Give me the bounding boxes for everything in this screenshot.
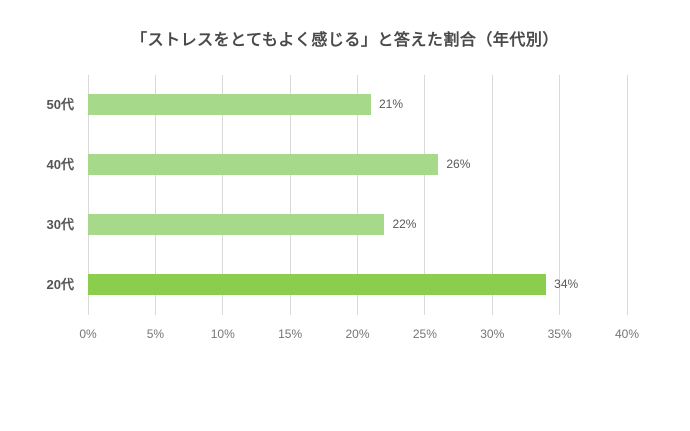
- value-label: 22%: [392, 217, 417, 231]
- x-tick-label: 35%: [547, 327, 572, 341]
- category-label: 30代: [46, 217, 74, 232]
- gridline: [491, 75, 493, 315]
- gridline: [424, 75, 426, 315]
- gridline: [154, 75, 156, 315]
- bar-50代: [88, 94, 371, 115]
- x-tick-label: 25%: [412, 327, 437, 341]
- category-label: 20代: [46, 277, 74, 292]
- x-tick-label: 0%: [79, 327, 97, 341]
- gridline: [626, 75, 628, 315]
- value-label: 21%: [378, 97, 403, 111]
- gridline: [87, 75, 89, 315]
- x-tick-label: 5%: [146, 327, 165, 341]
- x-tick-label: 30%: [480, 327, 505, 341]
- value-label: 34%: [554, 277, 579, 291]
- chart-title: 「ストレスをとてもよく感じる」と答えた割合（年代別）: [131, 32, 559, 49]
- bar-30代: [88, 214, 385, 235]
- gridline: [559, 75, 561, 315]
- category-label: 50代: [46, 97, 74, 112]
- bar-40代: [88, 154, 439, 175]
- value-label: 26%: [446, 157, 471, 171]
- plot-area: 0% 5% 10% 15% 20% 25% 30% 35% 40% 50代 21% 40代 26% 30代…: [47, 75, 639, 341]
- gridline: [289, 75, 291, 315]
- x-tick-label: 10%: [210, 327, 235, 341]
- x-tick-label: 15%: [278, 327, 303, 341]
- bar-20代: [88, 274, 547, 295]
- category-label: 40代: [46, 157, 74, 172]
- gridline: [357, 75, 358, 315]
- gridline: [222, 75, 224, 315]
- x-tick-label: 40%: [614, 327, 640, 341]
- x-tick-label: 20%: [345, 327, 370, 341]
